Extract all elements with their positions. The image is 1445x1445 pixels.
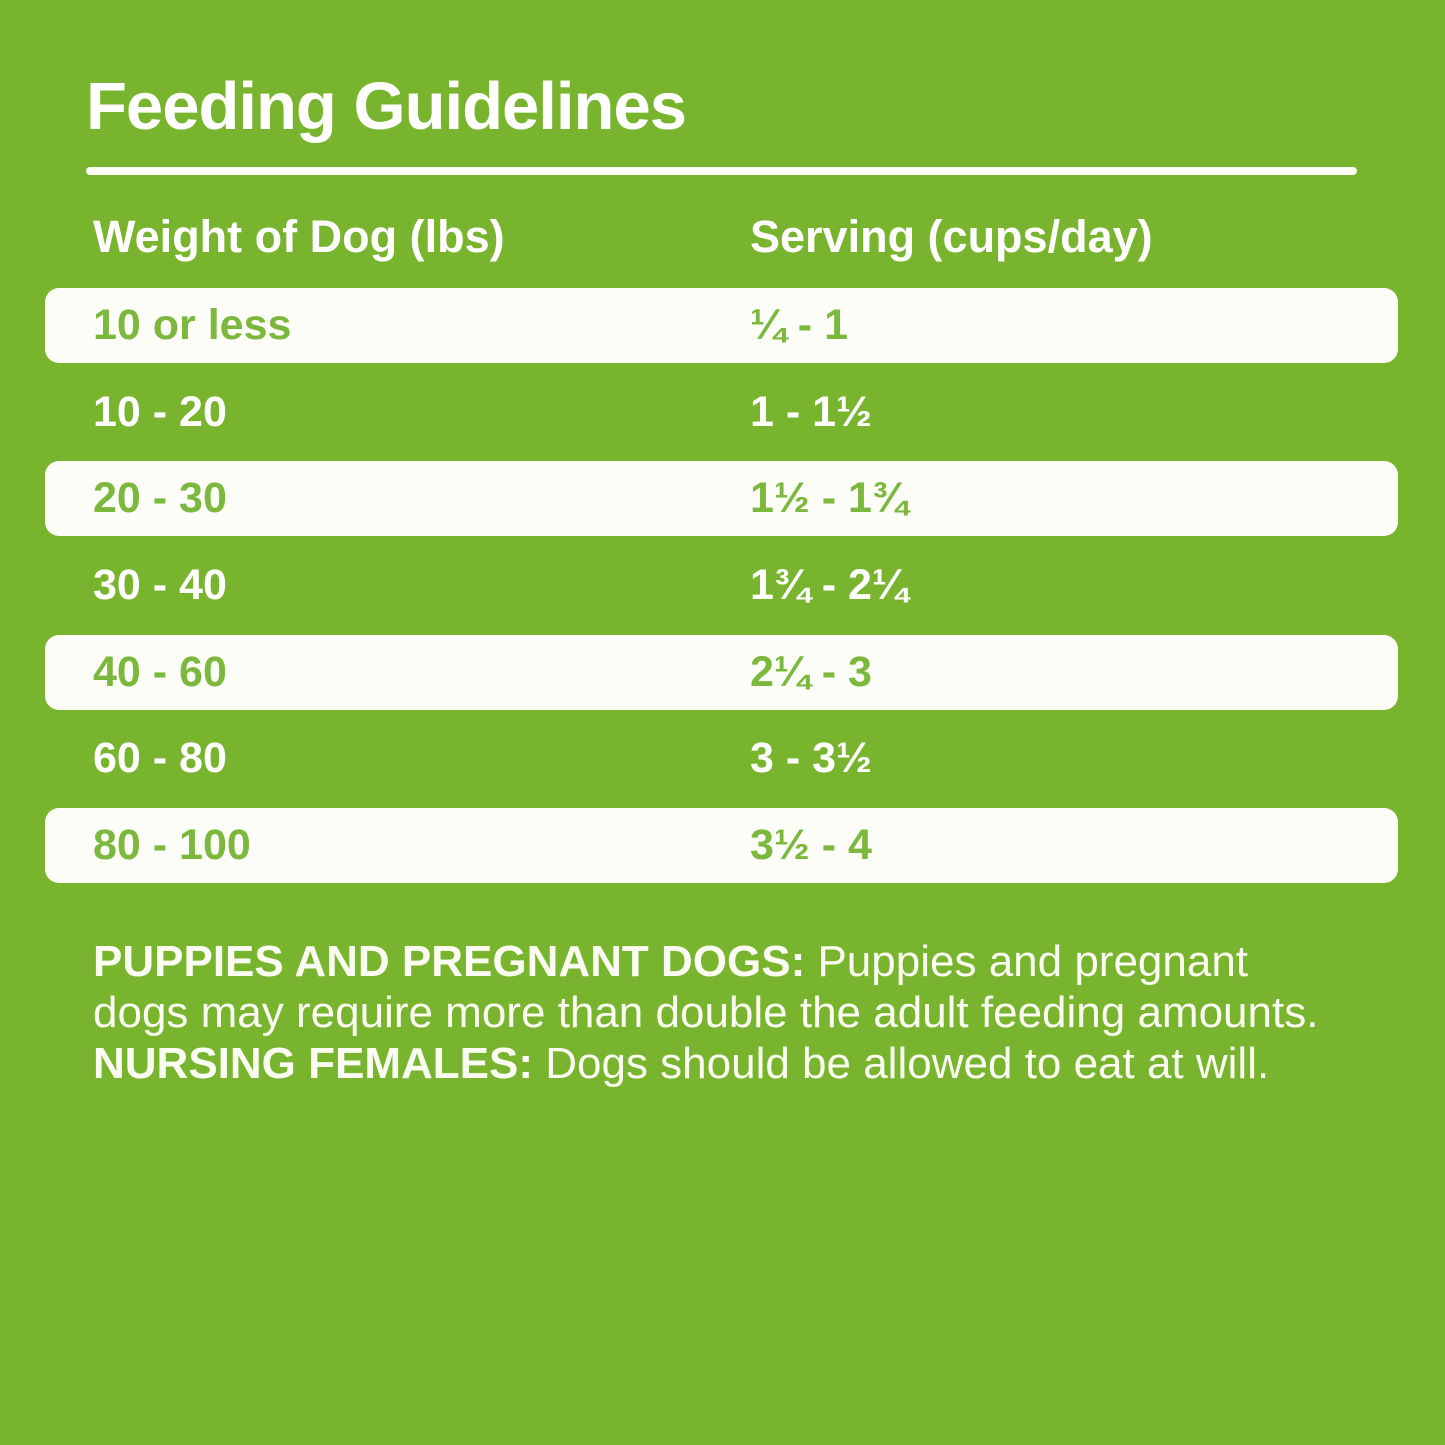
table-row: 10 or less ¼ - 1 [45, 288, 1398, 363]
table-row: 40 - 60 2¼ - 3 [45, 634, 1398, 710]
serving-cell: 3 - 3½ [750, 734, 872, 783]
weight-cell: 20 - 30 [93, 474, 227, 523]
weight-cell: 30 - 40 [93, 561, 227, 610]
feeding-table: 10 or less ¼ - 1 10 - 20 1 - 1½ 20 - 30 1½ - … [45, 288, 1398, 884]
notes-label: NURSING FEMALES: [93, 1039, 533, 1088]
title-divider [86, 167, 1357, 175]
page-title: Feeding Guidelines [86, 69, 687, 144]
table-row: 10 - 20 1 - 1½ [45, 375, 1398, 450]
serving-cell: 1¾ - 2¼ [750, 561, 908, 610]
weight-cell: 40 - 60 [93, 647, 227, 696]
table-row: 20 - 30 1½ - 1¾ [45, 461, 1398, 537]
table-row: 80 - 100 3½ - 4 [45, 808, 1398, 884]
serving-cell: ¼ - 1 [750, 301, 848, 349]
serving-cell: 1½ - 1¾ [750, 474, 908, 523]
weight-column-header: Weight of Dog (lbs) [93, 211, 505, 262]
weight-cell: 10 - 20 [93, 387, 227, 436]
table-row: 30 - 40 1¾ - 2¼ [45, 548, 1398, 623]
weight-cell: 10 or less [93, 301, 292, 349]
notes-text: Dogs should be allowed to eat at will. [533, 1039, 1270, 1088]
feeding-notes: PUPPIES AND PREGNANT DOGS: Puppies and p… [93, 936, 1355, 1089]
weight-cell: 80 - 100 [93, 821, 251, 870]
serving-cell: 2¼ - 3 [750, 647, 872, 696]
table-header: Weight of Dog (lbs) Serving (cups/day) [0, 211, 1445, 262]
serving-cell: 3½ - 4 [750, 821, 872, 870]
serving-column-header: Serving (cups/day) [750, 211, 1153, 262]
table-row: 60 - 80 3 - 3½ [45, 721, 1398, 796]
serving-cell: 1 - 1½ [750, 387, 872, 436]
notes-label: PUPPIES AND PREGNANT DOGS: [93, 937, 806, 986]
notes-text: Puppies and pregnant dogs may require mo… [93, 937, 1319, 1037]
weight-cell: 60 - 80 [93, 734, 227, 783]
